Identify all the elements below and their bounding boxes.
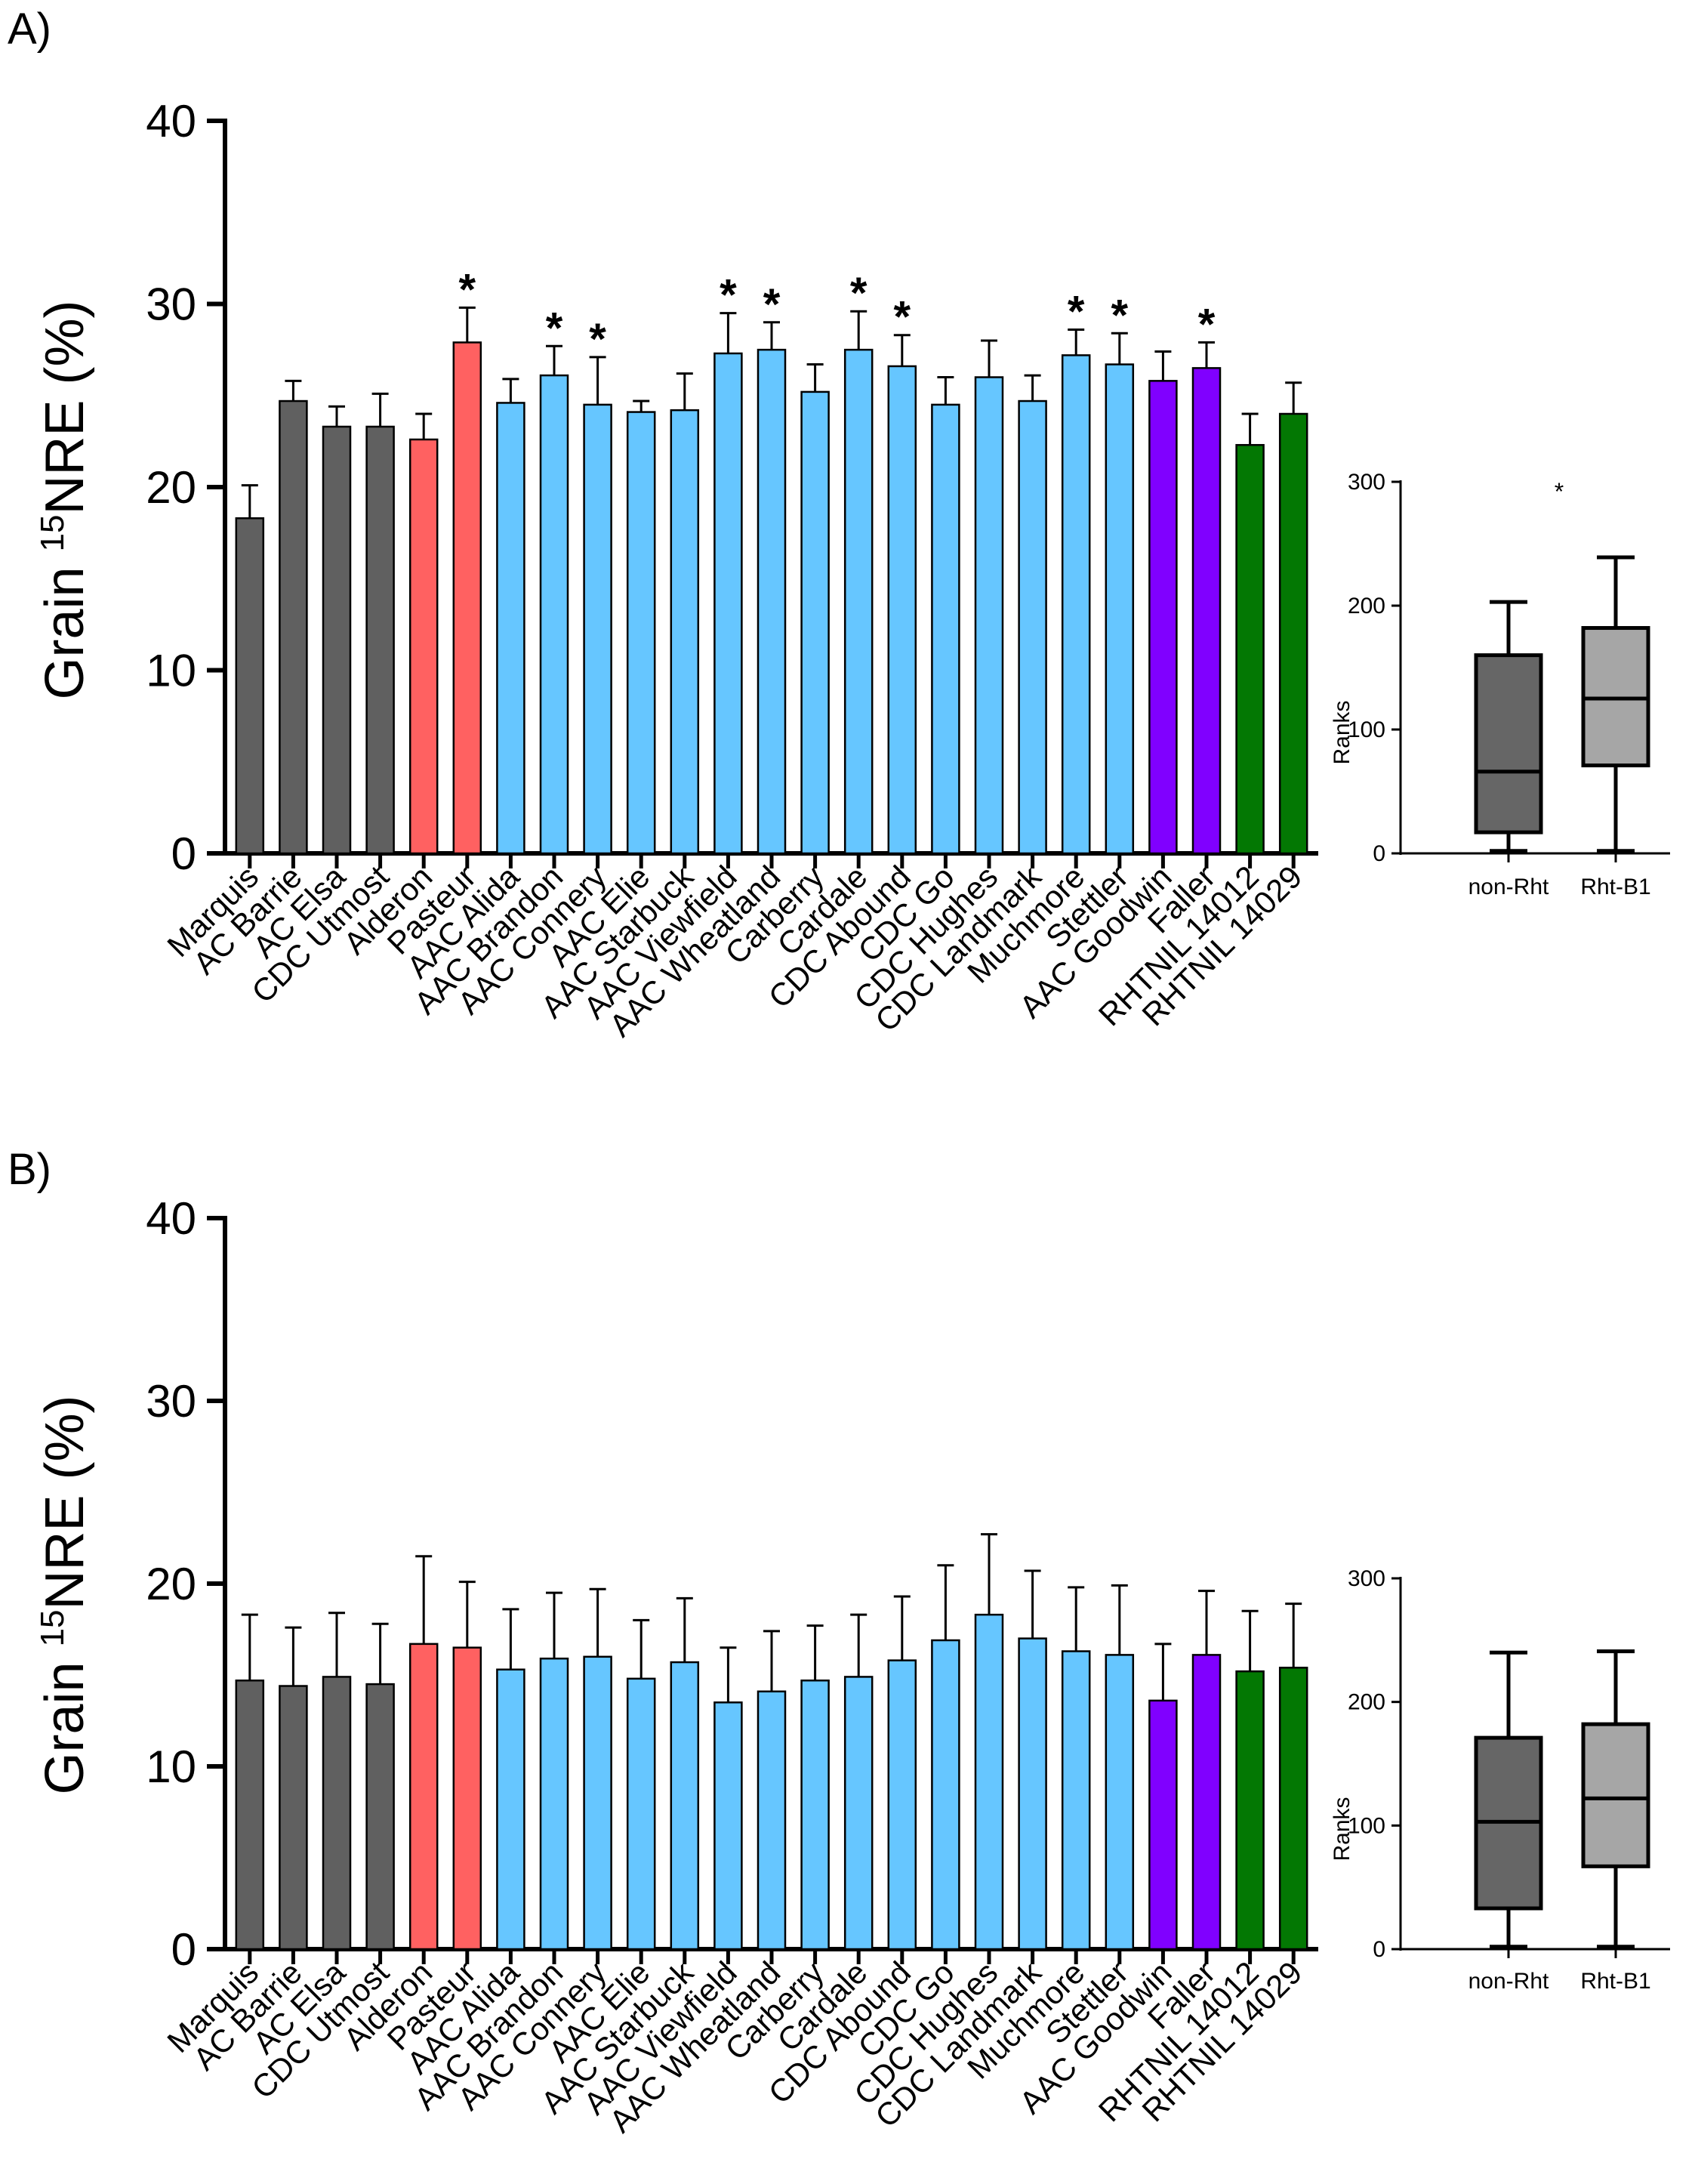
y-tick-label: 40 [146, 96, 196, 147]
bar [1191, 1654, 1222, 1951]
panel-a-letter: A) [8, 5, 51, 54]
bar [408, 438, 439, 855]
panel-a-box-y-label: Ranks [1330, 700, 1354, 764]
y-tick-label: 0 [171, 828, 196, 879]
bar [887, 1659, 917, 1951]
box-category-label: Rht-B1 [1580, 875, 1650, 899]
panel-b-y-axis-label: Grain 15NRE (%) [34, 1395, 95, 1794]
significance-star: * [894, 293, 911, 342]
bar [1148, 380, 1178, 855]
bar [626, 411, 656, 855]
box-iqr [1581, 1722, 1650, 1868]
bar [365, 1683, 395, 1951]
bar [539, 374, 569, 855]
bar [496, 1668, 525, 1951]
box-y-tick-label: 0 [1373, 841, 1385, 866]
bar [1278, 412, 1308, 855]
panel-a-box-significance: * [1555, 478, 1564, 505]
bar [713, 1701, 743, 1951]
significance-star: * [720, 271, 737, 320]
bar [713, 352, 743, 855]
bar [1191, 367, 1222, 855]
bar [583, 403, 612, 855]
bar [670, 409, 700, 855]
y-tick-label: 0 [171, 1924, 196, 1975]
bar [235, 1680, 265, 1951]
y-tick-label: 10 [146, 1741, 196, 1792]
y-tick-label: 20 [146, 1559, 196, 1609]
significance-star: * [850, 269, 868, 318]
bar [496, 402, 525, 855]
significance-star: * [459, 265, 476, 314]
bar [1018, 399, 1047, 855]
significance-star: * [546, 304, 563, 353]
bar [670, 1661, 700, 1951]
bar [974, 376, 1004, 855]
bar [757, 1690, 787, 1951]
bar [235, 517, 265, 855]
bar [626, 1677, 656, 1951]
bar [843, 348, 874, 855]
bar [1278, 1667, 1308, 1951]
y-tick-label: 20 [146, 462, 196, 513]
y-tick-label: 30 [146, 1376, 196, 1427]
y-tick-label: 40 [146, 1193, 196, 1244]
bar [974, 1613, 1004, 1951]
bar [1235, 443, 1265, 855]
bar [1061, 1650, 1091, 1951]
bar [887, 365, 917, 855]
bar [452, 341, 482, 855]
box-y-tick-label: 300 [1348, 1566, 1385, 1591]
bar [1105, 1654, 1135, 1951]
bar [843, 1676, 874, 1951]
panel-a-box-plot: 0 100 200 300 non-Rht Rht-B1 [1348, 470, 1670, 899]
bar [539, 1657, 569, 1951]
panel-b-box-plot: 0 100 200 300 non-Rht Rht-B1 [1348, 1566, 1670, 1994]
significance-star: * [1068, 287, 1085, 336]
bar [931, 1639, 960, 1951]
bar [1105, 363, 1135, 855]
box-y-tick-label: 200 [1348, 594, 1385, 618]
significance-star: * [1111, 291, 1129, 340]
bar [1061, 354, 1091, 855]
bar [279, 1685, 308, 1951]
bar [322, 425, 352, 855]
box-y-tick-label: 100 [1348, 1813, 1385, 1838]
bar [931, 403, 960, 855]
bar [1235, 1670, 1265, 1951]
panel-b-letter: B) [8, 1145, 51, 1194]
box-y-tick-label: 100 [1348, 717, 1385, 742]
bar [365, 425, 395, 855]
bar [1148, 1699, 1178, 1951]
box-y-tick-label: 0 [1373, 1937, 1385, 1962]
box-category-label: non-Rht [1468, 875, 1549, 899]
significance-star: * [589, 315, 606, 364]
y-tick-label: 10 [146, 646, 196, 696]
bar [322, 1676, 352, 1951]
box-category-label: non-Rht [1468, 1969, 1549, 1994]
bar [279, 399, 308, 855]
bar [1018, 1637, 1047, 1951]
box-y-tick-label: 200 [1348, 1690, 1385, 1715]
box-iqr [1474, 653, 1543, 834]
bar [800, 1680, 830, 1951]
y-tick-label: 30 [146, 279, 196, 330]
bar [800, 390, 830, 855]
significance-star: * [1198, 300, 1216, 349]
panel-b-box-y-label: Ranks [1330, 1797, 1354, 1861]
box-y-tick-label: 300 [1348, 470, 1385, 495]
bar [757, 348, 787, 855]
bar [452, 1646, 482, 1951]
significance-star: * [763, 280, 781, 329]
bar [408, 1643, 439, 1951]
bar [583, 1655, 612, 1951]
box-category-label: Rht-B1 [1580, 1969, 1650, 1994]
panel-a-y-axis-label: Grain 15NRE (%) [34, 300, 95, 699]
